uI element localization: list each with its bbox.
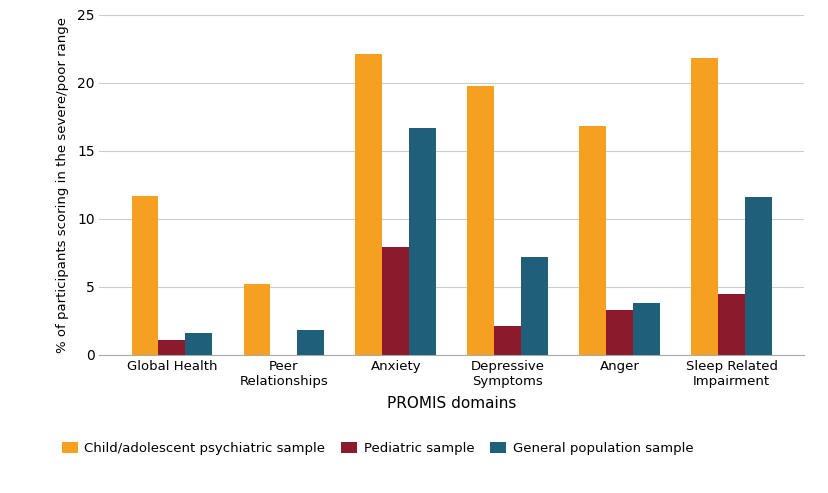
Bar <box>633 303 659 355</box>
Bar <box>132 196 158 355</box>
Bar <box>493 326 521 355</box>
Bar <box>185 333 212 355</box>
Bar <box>243 284 270 355</box>
Bar <box>158 340 185 355</box>
Bar <box>718 294 744 355</box>
Bar <box>691 58 718 355</box>
X-axis label: PROMIS domains: PROMIS domains <box>387 396 516 411</box>
Bar <box>355 54 382 355</box>
Bar <box>382 247 409 355</box>
Legend: Child/adolescent psychiatric sample, Pediatric sample, General population sample: Child/adolescent psychiatric sample, Ped… <box>56 436 698 460</box>
Bar <box>409 128 436 355</box>
Bar <box>579 126 605 355</box>
Bar <box>297 330 324 355</box>
Bar <box>467 86 493 355</box>
Y-axis label: % of participants scoring in the severe/poor range: % of participants scoring in the severe/… <box>55 17 69 353</box>
Bar <box>605 310 633 355</box>
Bar <box>521 257 547 355</box>
Bar <box>744 197 771 355</box>
